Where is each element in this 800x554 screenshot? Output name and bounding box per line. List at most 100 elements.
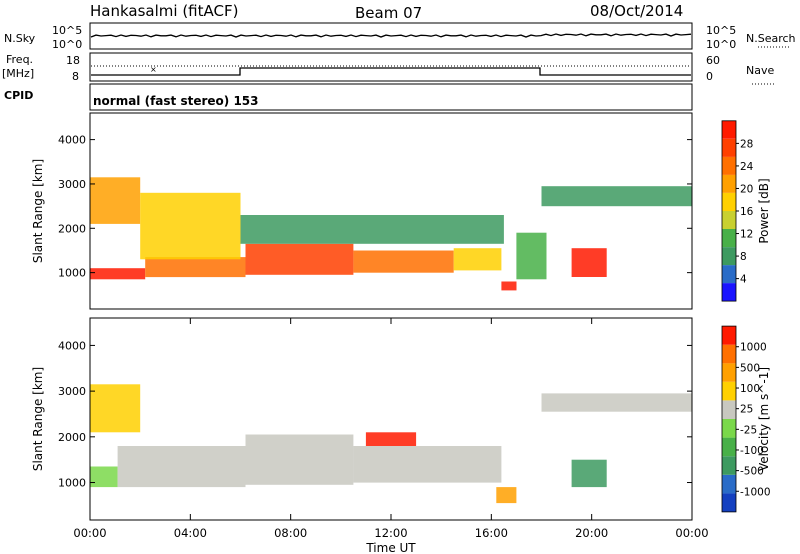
power-panel: 1000 2000 3000 4000 Slant Range [km] 4 8 12 16… — [31, 112, 771, 310]
velocity-colorbar-swatch — [722, 474, 736, 494]
velocity-colorbar-tick-label: 100 — [740, 383, 760, 395]
velocity-y-tick-label: 3000 — [58, 385, 86, 398]
velocity-colorbar-tick-label: 1000 — [740, 342, 767, 354]
power-colorbar-tick-label: 20 — [740, 183, 753, 195]
velocity-colorbar-swatch — [722, 326, 736, 345]
velocity-colorbar-swatch — [722, 400, 736, 419]
velocity-ylabel: Slant Range [km] — [31, 367, 45, 471]
velocity-colorbar-swatch — [722, 437, 736, 457]
power-band-2 — [245, 243, 354, 275]
velocity-frame — [89, 317, 693, 521]
power-colorbar-tick-label: 12 — [740, 229, 753, 241]
velocity-colorbar-swatch — [722, 344, 736, 364]
power-y-tick-label: 4000 — [58, 134, 86, 147]
power-y-tick-label: 1000 — [58, 267, 86, 280]
velocity-colorbar-tick-label: -100 — [740, 445, 764, 457]
velocity-x-axis: 00:00 04:00 08:00 12:00 16:00 20:00 00:00 — [73, 318, 709, 540]
power-colorbar-swatch — [722, 174, 736, 193]
noise-right-tick-bottom: 10^0 — [706, 38, 736, 51]
power-band-0 — [90, 268, 146, 280]
power-colorbar-swatch — [722, 229, 736, 247]
velocity-x-tick-label: 00:00 — [675, 526, 708, 540]
power-y-tick-label: 3000 — [58, 178, 86, 191]
velocity-colorbar-tick-label: 500 — [740, 362, 760, 374]
noise-right-tick-top: 10^5 — [706, 24, 736, 37]
power-band-6 — [516, 232, 547, 280]
velocity-band-4 — [541, 393, 692, 412]
freq-label: Freq. — [6, 53, 33, 66]
velocity-x-tick-label: 08:00 — [274, 526, 307, 540]
velocity-x-tick-label: 00:00 — [73, 526, 106, 540]
power-band-1 — [145, 257, 246, 278]
velocity-colorbar-swatch — [722, 363, 736, 382]
velocity-colorbar-frame — [721, 325, 737, 513]
velocity-y-tick-label: 1000 — [58, 477, 86, 490]
velocity-colorbar-label: Velocity [m s^-1] — [757, 367, 771, 471]
power-colorbar-swatch — [722, 138, 736, 157]
power-band-9 — [90, 177, 141, 224]
velocity-band-2 — [245, 434, 354, 485]
cpid-label: CPID — [4, 89, 33, 102]
velocity-x-tick-label: 12:00 — [374, 526, 407, 540]
power-y-axis: 1000 2000 3000 4000 — [58, 134, 692, 280]
velocity-band-7 — [365, 432, 417, 446]
station-title: Hankasalmi (fitACF) — [90, 2, 238, 20]
noise-left-tick-bottom: 10^0 — [52, 38, 82, 51]
power-colorbar-swatch — [722, 120, 736, 139]
velocity-colorbar-swatch — [722, 456, 736, 475]
velocity-x-tick-label: 16:00 — [475, 526, 508, 540]
power-colorbar-swatch — [722, 265, 736, 284]
power-colorbar-tick-label: 4 — [740, 274, 747, 286]
power-colorbar-label: Power [dB] — [757, 178, 771, 243]
velocity-data-layer — [90, 384, 692, 504]
nave-tick-top: 60 — [706, 54, 720, 67]
velocity-colorbar-swatch — [722, 381, 736, 401]
power-band-5 — [501, 281, 517, 291]
noise-sky-line — [90, 33, 692, 38]
noise-search-label: N.Search — [746, 32, 796, 45]
power-band-10 — [140, 192, 241, 260]
velocity-y-axis: 1000 2000 3000 4000 — [58, 339, 692, 490]
velocity-x-tick-label: 04:00 — [174, 526, 207, 540]
power-band-8 — [541, 186, 692, 207]
power-ylabel: Slant Range [km] — [31, 159, 45, 263]
freq-tick-top: 18 — [66, 54, 80, 67]
velocity-xlabel: Time UT — [365, 541, 416, 554]
velocity-band-6 — [496, 487, 517, 504]
velocity-band-5 — [571, 459, 607, 488]
freq-unit-label: [MHz] — [2, 67, 34, 80]
power-colorbar-swatch — [722, 193, 736, 211]
noise-sky-label: N.Sky — [4, 32, 36, 45]
velocity-band-8 — [90, 384, 141, 433]
freq-tick-bottom: 8 — [72, 70, 79, 83]
velocity-colorbar-tick-label: -500 — [740, 466, 764, 478]
power-colorbar-swatch — [722, 283, 736, 302]
power-data-layer — [90, 177, 692, 291]
power-colorbar-swatch — [722, 247, 736, 266]
date-title: 08/Oct/2014 — [590, 2, 683, 20]
power-band-7 — [571, 248, 607, 277]
power-colorbar-tick-label: 16 — [740, 206, 754, 218]
cpid-mode-text: normal (fast stereo) 153 — [93, 94, 259, 108]
power-colorbar: 4 8 12 16 20 24 28 — [721, 120, 754, 302]
power-colorbar-swatch — [722, 211, 736, 229]
velocity-colorbar-tick-label: -1000 — [740, 486, 771, 498]
nave-tick-bottom: 0 — [706, 70, 713, 83]
frequency-spike-marker: × — [150, 65, 157, 74]
power-colorbar-tick-label: 24 — [740, 161, 754, 173]
velocity-y-tick-label: 4000 — [58, 339, 86, 352]
velocity-colorbar: 1000 500 100 25 -25 -100 -500 -1000 — [721, 325, 771, 513]
power-band-11 — [240, 215, 504, 244]
cpid-panel: CPID normal (fast stereo) 153 — [4, 83, 693, 111]
power-colorbar-swatch — [722, 156, 736, 175]
power-frame — [89, 112, 693, 310]
power-y-tick-label: 2000 — [58, 222, 86, 235]
frequency-panel: Freq. [MHz] 18 8 60 0 Nave × — [2, 52, 774, 85]
power-colorbar-tick-label: 8 — [740, 251, 747, 263]
power-band-4 — [453, 248, 502, 271]
velocity-colorbar-swatch — [722, 419, 736, 438]
velocity-band-0 — [90, 466, 118, 488]
velocity-colorbar-swatch — [722, 493, 736, 512]
velocity-x-tick-label: 20:00 — [575, 526, 608, 540]
